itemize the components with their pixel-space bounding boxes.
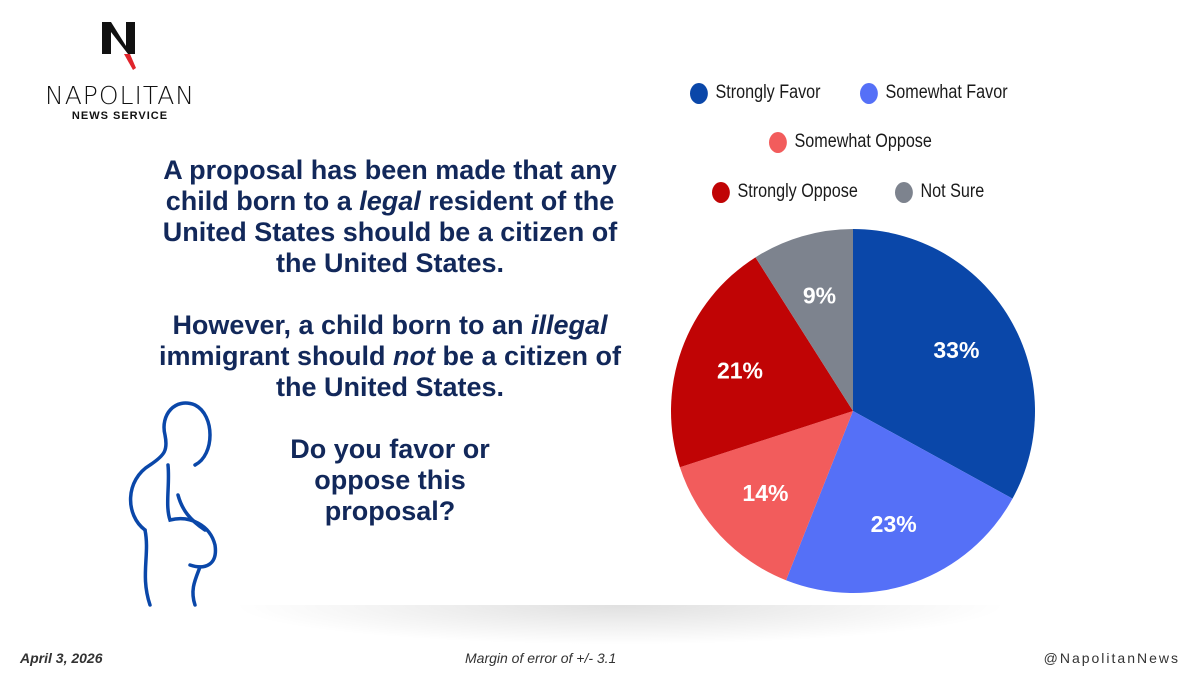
legend-somewhat-favor: Somewhat Favor bbox=[860, 82, 1008, 104]
poll-date: April 3, 2026 bbox=[20, 650, 103, 666]
survey-question: A proposal has been made that any child … bbox=[140, 155, 640, 527]
legend-somewhat-oppose: Somewhat Oppose bbox=[769, 131, 932, 153]
legend-swatch bbox=[712, 181, 730, 203]
pie-label: 33% bbox=[933, 337, 979, 363]
legend-swatch bbox=[895, 181, 913, 203]
pregnant-woman-icon bbox=[128, 401, 218, 607]
question-paragraph-1: A proposal has been made that any child … bbox=[162, 155, 618, 278]
pie-slice-strongly-favor bbox=[853, 229, 1035, 499]
pie-label: 9% bbox=[803, 283, 836, 309]
legend-strongly-favor: Strongly Favor bbox=[690, 82, 821, 104]
pie-slice-strongly-oppose bbox=[670, 257, 853, 468]
pie-label: 14% bbox=[742, 480, 788, 506]
legend-swatch bbox=[860, 82, 878, 104]
logo: NAPOLITAN NEWS SERVICE bbox=[40, 20, 200, 122]
legend-not-sure: Not Sure bbox=[895, 181, 984, 203]
margin-of-error: Margin of error of +/- 3.1 bbox=[465, 650, 617, 666]
chart-shadow bbox=[230, 605, 1010, 645]
legend-swatch bbox=[769, 131, 787, 153]
legend-swatch bbox=[690, 82, 708, 104]
pie-label: 21% bbox=[717, 357, 763, 383]
logo-subtitle: NEWS SERVICE bbox=[71, 110, 169, 122]
logo-name: NAPOLITAN bbox=[45, 81, 195, 110]
logo-n-icon bbox=[102, 22, 136, 70]
pie-slice-somewhat-oppose bbox=[679, 411, 853, 581]
question-paragraph-2: However, a child born to an illegal immi… bbox=[158, 310, 622, 402]
question-paragraph-3: Do you favor or oppose this proposal? bbox=[290, 434, 490, 526]
pie-label: 23% bbox=[871, 511, 917, 537]
social-handle: @NapolitanNews bbox=[1043, 650, 1180, 666]
legend-strongly-oppose: Strongly Oppose bbox=[712, 181, 858, 203]
pie-slice-somewhat-favor bbox=[786, 411, 1013, 593]
pie-slice-not-sure bbox=[755, 229, 853, 411]
